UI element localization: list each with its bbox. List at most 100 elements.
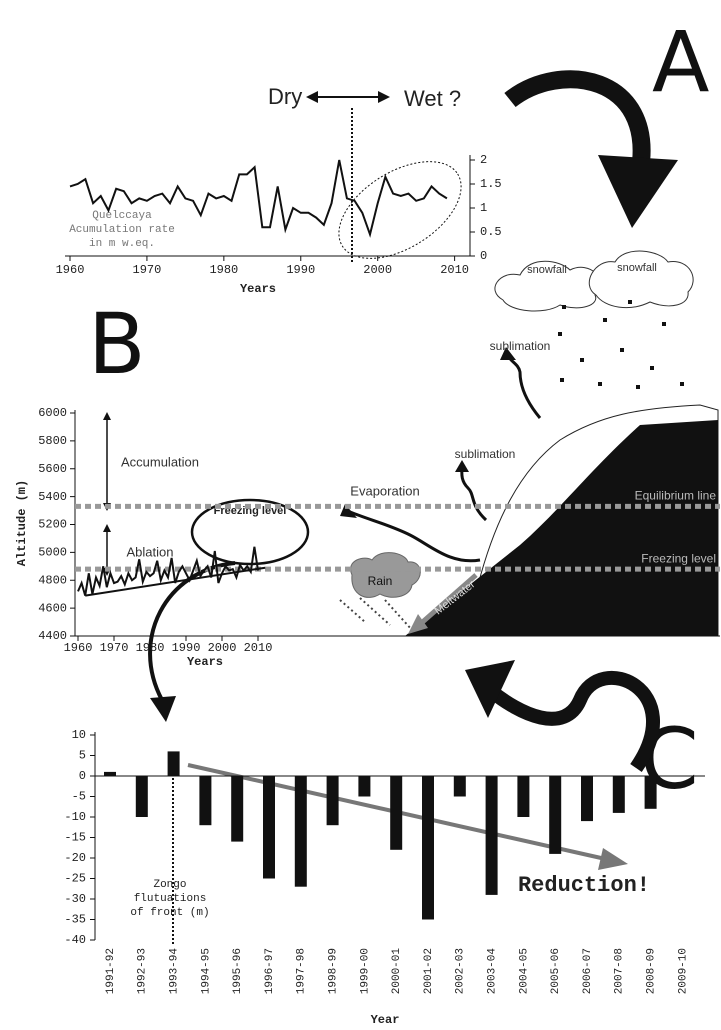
x-tick-label: 1980 (209, 263, 238, 277)
bar (612, 776, 625, 813)
x-tick-label: 1995-96 (232, 948, 244, 994)
y-tick-label: 0 (79, 769, 86, 783)
bar (104, 771, 116, 776)
y-tick-label: 10 (72, 728, 86, 742)
bar (135, 776, 148, 817)
x-tick-label: 1990 (172, 641, 201, 655)
y-tick-label: 5000 (38, 546, 67, 560)
x-tick-label: 2005-06 (550, 948, 562, 994)
arrow-head (340, 504, 357, 518)
y-tick-label: -40 (64, 933, 86, 947)
y-tick-label: -10 (64, 810, 86, 824)
bar (453, 776, 466, 797)
snowflakes (558, 300, 684, 389)
bar (390, 776, 403, 850)
y-tick-label: 5 (79, 749, 86, 763)
bar (549, 776, 562, 854)
y-tick-label: 5800 (38, 434, 67, 448)
cloud (588, 250, 694, 309)
x-tick-label: 1997-98 (296, 948, 308, 994)
glacier (405, 420, 718, 636)
x-tick-label: 2000-01 (391, 948, 403, 995)
arrow (504, 70, 651, 172)
arrow-head (103, 524, 111, 532)
x-tick-label: 1960 (64, 641, 93, 655)
y-tick-label: -35 (64, 913, 86, 927)
arrow-head (150, 696, 176, 722)
series-label: in m w.eq. (89, 238, 155, 250)
annotation: Reduction! (518, 873, 650, 898)
bar (517, 776, 530, 817)
x-axis-label: Years (240, 282, 276, 296)
sublimation-arrow (460, 464, 488, 522)
y-axis-label: Altitude (m) (15, 480, 29, 566)
annotation: sublimation (455, 447, 516, 461)
arrow-head (455, 460, 469, 472)
y2-tick-label: 1 (480, 201, 487, 215)
y-tick-label: -20 (64, 851, 86, 865)
bar (199, 776, 212, 826)
sublimation-arrow (506, 351, 542, 419)
x-tick-label: 2004-05 (518, 948, 530, 994)
y-tick-label: 6000 (38, 406, 67, 420)
y-tick-label: 5600 (38, 462, 67, 476)
x-tick-label: 2003-04 (487, 948, 499, 995)
annotation: Evaporation (350, 483, 419, 498)
arrow-head (378, 91, 390, 103)
annotation: snowfall (617, 262, 657, 274)
y2-tick-label: 1.5 (480, 177, 502, 191)
x-tick-label: 1991-92 (105, 948, 117, 994)
series-label: Acumulation rate (69, 224, 175, 236)
y-tick-label: 4400 (38, 629, 67, 643)
bar (326, 776, 339, 826)
x-tick-label: 2010 (440, 263, 469, 277)
annotation: sublimation (490, 339, 551, 353)
x-tick-label: 1970 (133, 263, 162, 277)
x-tick-label: 2000 (363, 263, 392, 277)
panel-label: B (88, 295, 146, 393)
y-tick-label: 5200 (38, 518, 67, 532)
x-tick-label: 1980 (136, 641, 165, 655)
x-tick-label: 1960 (56, 263, 85, 277)
x-tick-label: 2002-03 (455, 948, 467, 994)
arrow-head (408, 614, 428, 634)
x-tick-label: 2007-08 (614, 948, 626, 994)
series-label: of front (m) (130, 907, 209, 919)
x-tick-label: 1994-95 (200, 948, 212, 994)
arrow (485, 670, 660, 772)
arrow-head (598, 155, 678, 228)
series-label: flutuations (134, 893, 207, 905)
x-tick-label: 1996-97 (264, 948, 276, 994)
x-tick-label: 1998-99 (328, 948, 340, 994)
x-tick-label: 2010 (244, 641, 273, 655)
arrow-head (103, 412, 111, 420)
x-tick-label: 1993-94 (169, 948, 181, 995)
x-tick-label: 2001-02 (423, 948, 435, 994)
arrow-head (598, 848, 628, 870)
series-line (69, 159, 448, 238)
meltwater-arrow (416, 573, 478, 628)
annotation: Ablation (127, 544, 174, 559)
annotation: Dry (268, 84, 302, 109)
trend-line (85, 566, 266, 597)
y-tick-label: -25 (64, 872, 86, 886)
highlight (338, 161, 462, 259)
y-tick-label: 4800 (38, 573, 67, 587)
panel-label: A (652, 13, 709, 111)
x-axis-label: Years (187, 655, 223, 669)
series-line (77, 546, 259, 596)
bar (263, 776, 275, 879)
bar (358, 776, 371, 797)
evaporation-arrow (349, 510, 481, 563)
bar (231, 776, 244, 842)
x-tick-label: 1999-00 (359, 948, 371, 994)
annotation: snowfall (527, 264, 567, 276)
bar (581, 776, 593, 822)
x-tick-label: 1970 (100, 641, 129, 655)
x-tick-label: 2008-09 (646, 948, 658, 994)
bar (294, 776, 307, 887)
arrow-head (306, 91, 318, 103)
highlight (190, 498, 310, 566)
x-tick-label: 2006-07 (582, 948, 594, 994)
